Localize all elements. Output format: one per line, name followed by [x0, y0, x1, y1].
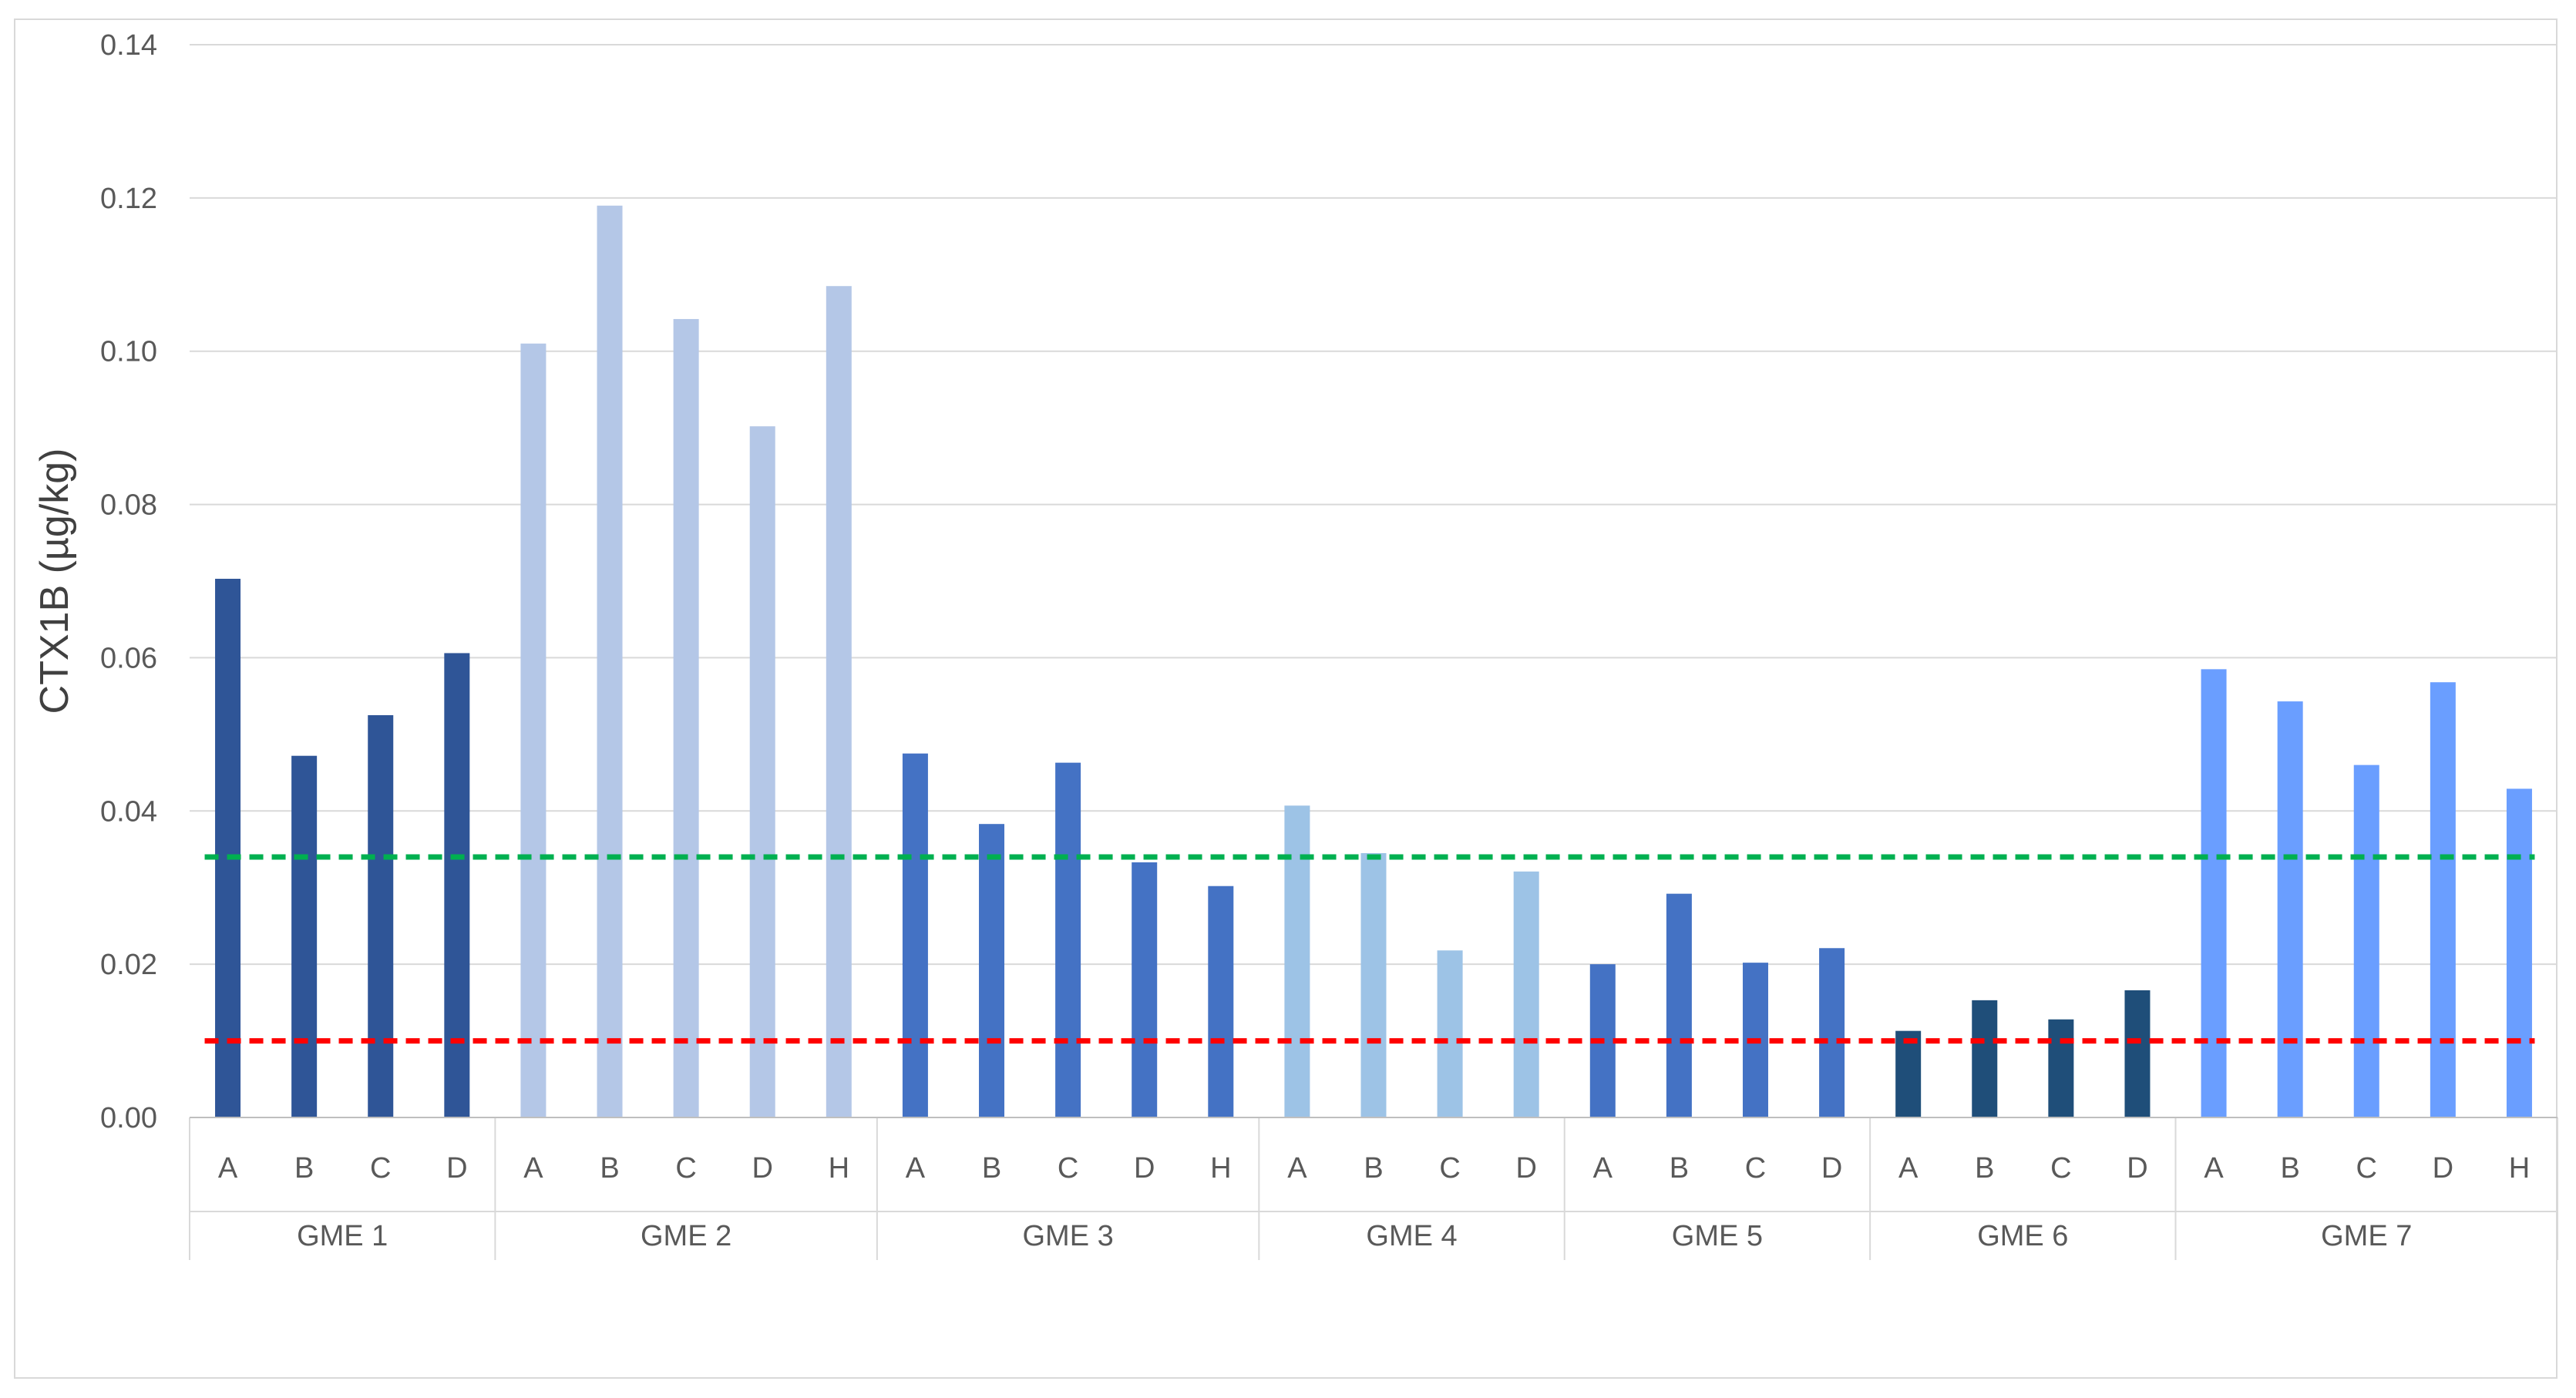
x-category-label: C	[1745, 1152, 1766, 1185]
y-tick-labels: 0.00 0.02 0.04 0.06 0.08 0.10 0.12 0.14	[100, 29, 157, 1134]
x-category-label: C	[1439, 1152, 1460, 1185]
x-group-label: GME 1	[297, 1220, 388, 1252]
x-category-label: A	[1593, 1152, 1613, 1185]
x-group-label: GME 2	[641, 1220, 731, 1252]
x-category-label: D	[446, 1152, 467, 1185]
bar	[2201, 669, 2227, 1117]
y-tick-label: 0.02	[100, 949, 157, 981]
bar	[2048, 1019, 2074, 1117]
x-group-label: GME 3	[1022, 1220, 1113, 1252]
y-tick-label: 0.06	[100, 642, 157, 674]
bar	[444, 653, 470, 1117]
x-category-label: B	[1364, 1152, 1383, 1185]
bar	[2430, 682, 2456, 1117]
y-tick-label: 0.08	[100, 489, 157, 522]
bar	[902, 753, 928, 1117]
bar	[2124, 990, 2151, 1117]
y-tick-label: 0.14	[100, 29, 157, 62]
x-category-label: H	[1210, 1152, 1231, 1185]
x-group-label: GME 6	[1977, 1220, 2068, 1252]
bar	[1666, 893, 1692, 1117]
x-group-label: GME 5	[1672, 1220, 1763, 1252]
x-axis-separators	[189, 1117, 2558, 1260]
reference-lines	[204, 854, 2535, 1044]
x-category-label: D	[2433, 1152, 2453, 1185]
x-category-label: D	[1134, 1152, 1155, 1185]
x-category-label: D	[752, 1152, 772, 1185]
x-category-label: C	[675, 1152, 696, 1185]
bar	[1513, 871, 1539, 1117]
x-category-label: C	[370, 1152, 391, 1185]
x-category-label: D	[2127, 1152, 2147, 1185]
bar	[2353, 765, 2379, 1117]
x-category-label: A	[1287, 1152, 1307, 1185]
bar	[749, 426, 775, 1117]
bar	[1360, 852, 1387, 1117]
x-category-label: A	[1898, 1152, 1919, 1185]
chart-frame	[14, 18, 2558, 1379]
x-category-label: B	[1670, 1152, 1689, 1185]
bar	[2277, 701, 2303, 1117]
bar	[1055, 762, 1081, 1117]
x-category-label: C	[1058, 1152, 1078, 1185]
bar	[215, 579, 241, 1117]
y-tick-label: 0.00	[100, 1102, 157, 1134]
x-group-label: GME 4	[1366, 1220, 1457, 1252]
bar	[1972, 1000, 1998, 1117]
x-category-label: C	[2050, 1152, 2071, 1185]
x-category-label: A	[2204, 1152, 2224, 1185]
x-category-label: H	[829, 1152, 849, 1185]
x-category-label: B	[1975, 1152, 1994, 1185]
bar	[1208, 886, 1234, 1117]
y-tick-label: 0.12	[100, 183, 157, 215]
x-category-label: A	[906, 1152, 926, 1185]
bar	[826, 286, 852, 1118]
x-category-label: B	[982, 1152, 1001, 1185]
y-tick-label: 0.04	[100, 795, 157, 828]
bar	[520, 343, 546, 1117]
bar	[1284, 805, 1310, 1117]
x-category-label: A	[218, 1152, 238, 1185]
x-category-label: D	[1515, 1152, 1536, 1185]
x-category-label: B	[2280, 1152, 2299, 1185]
x-group-labels: GME 1 GME 2 GME 3 GME 4 GME 5 GME 6 GME 7	[297, 1220, 2412, 1252]
x-category-label: H	[2509, 1152, 2530, 1185]
x-category-label: C	[2356, 1152, 2377, 1185]
bar	[291, 755, 318, 1117]
bar	[1895, 1030, 1922, 1117]
bar	[597, 205, 623, 1117]
y-tick-label: 0.10	[100, 336, 157, 368]
x-group-label: GME 7	[2321, 1220, 2412, 1252]
bar	[979, 824, 1005, 1117]
bar	[1437, 950, 1463, 1117]
bar	[2506, 788, 2532, 1117]
bar	[1132, 862, 1158, 1117]
bar	[1819, 948, 1845, 1117]
y-axis-label: CTX1B (µg/kg)	[32, 449, 77, 714]
bars	[215, 205, 2532, 1118]
x-category-label: B	[294, 1152, 314, 1185]
bar	[673, 318, 699, 1117]
x-category-label: D	[1821, 1152, 1842, 1185]
x-category-label: A	[523, 1152, 543, 1185]
x-category-label: B	[600, 1152, 619, 1185]
bar	[368, 715, 394, 1117]
